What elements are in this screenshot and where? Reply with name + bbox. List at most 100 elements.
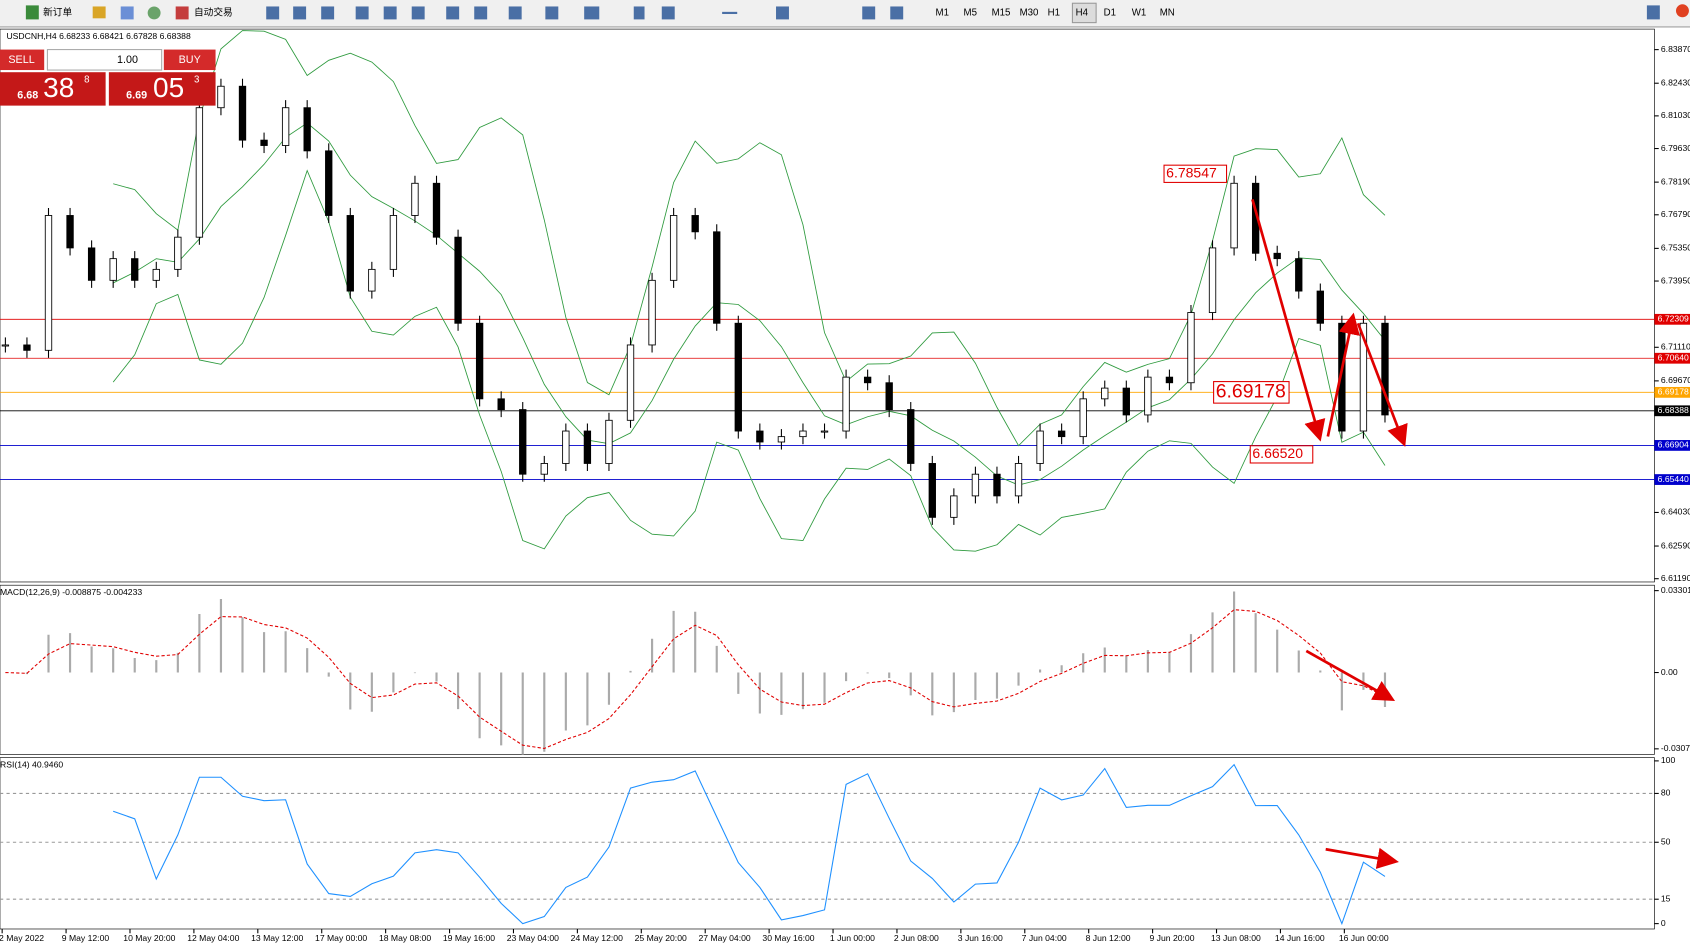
tool-icon[interactable] <box>411 6 425 20</box>
sell-price-box[interactable] <box>0 72 106 106</box>
tool-icon[interactable] <box>862 6 876 20</box>
price-annotation: 6.66520 <box>1252 445 1303 461</box>
candle-body <box>152 268 160 281</box>
sell-label[interactable]: SELL <box>8 54 34 66</box>
candle-body <box>777 436 786 443</box>
price-plot: 6.78547 6.69178 6.66520 <box>0 30 1655 552</box>
notification-icon[interactable] <box>1675 4 1689 18</box>
price-level-tag <box>1654 386 1690 398</box>
candle-body <box>303 107 311 152</box>
candle-body <box>950 495 958 518</box>
buy-price-big: 6.69 <box>126 90 147 102</box>
candle-body <box>174 236 182 270</box>
rsi-panel <box>0 757 1655 930</box>
tool-icon[interactable] <box>633 6 645 20</box>
candle-body <box>1 344 10 347</box>
axes: 6.83870 6.82430 6.81030 6.79630 6.78190 6.767… <box>0 44 1690 943</box>
price-level-label: 6.69178 <box>1658 387 1689 397</box>
candle-body <box>713 231 721 324</box>
tool-icon[interactable] <box>355 6 369 20</box>
lot-input[interactable] <box>46 49 163 71</box>
y-tick-label: 6.61190 <box>1661 573 1690 583</box>
y-tick-label: 0.03301 <box>1661 585 1690 595</box>
auto-trading-button[interactable]: 自动交易 <box>194 5 233 18</box>
x-tick-label: 1 Jun 00:00 <box>830 933 875 943</box>
timeframe-button[interactable]: H1 <box>1048 7 1060 18</box>
candle-body <box>583 430 592 464</box>
x-tick-label: 16 Jun 00:00 <box>1339 933 1389 943</box>
price-level-tag <box>1654 313 1690 325</box>
new-order-icon[interactable] <box>25 5 39 20</box>
y-tick-label: 6.76790 <box>1661 209 1690 219</box>
candle-body <box>971 473 980 497</box>
tool-icon[interactable] <box>321 6 335 20</box>
price-level-tag <box>1654 474 1690 485</box>
macd-panel <box>0 584 1655 755</box>
timeframe-button[interactable]: M1 <box>936 7 949 18</box>
buy-label[interactable]: BUY <box>179 54 201 66</box>
new-order-button[interactable]: 新订单 <box>43 5 72 18</box>
candle-body <box>562 430 570 464</box>
rsi-line <box>112 763 1386 926</box>
candle-body <box>928 463 936 518</box>
tool-icon[interactable] <box>120 6 134 20</box>
timeframe-button[interactable]: MN <box>1160 7 1175 18</box>
candle-body <box>691 215 699 233</box>
tool-icon[interactable] <box>147 6 161 20</box>
price-level-label: 6.66904 <box>1658 440 1689 450</box>
tool-icon[interactable] <box>266 6 280 20</box>
candle-body <box>820 430 829 433</box>
candle-body <box>1187 312 1195 384</box>
candle-body <box>475 322 484 400</box>
tool-icon[interactable] <box>92 6 106 19</box>
candle-body <box>1295 258 1303 292</box>
candle-body <box>734 322 742 432</box>
tool-icon[interactable] <box>890 6 904 20</box>
lot-value[interactable]: 1.00 <box>117 54 138 66</box>
timeframe-button[interactable]: H4 <box>1076 7 1089 18</box>
bollinger-band <box>112 122 1386 486</box>
tool-icon[interactable] <box>474 6 488 20</box>
timeframe-button[interactable]: M30 <box>1020 7 1039 18</box>
timeframe-button[interactable]: W1 <box>1132 7 1147 18</box>
candle-body <box>1208 247 1217 313</box>
candle-body <box>389 215 398 270</box>
candle-body <box>626 344 635 421</box>
tool-icon[interactable] <box>545 6 559 20</box>
tool-icon[interactable] <box>446 6 460 20</box>
buy-price-box[interactable] <box>108 72 216 106</box>
timeframe-active[interactable] <box>1071 2 1097 24</box>
drawn-arrows <box>1251 199 1408 869</box>
search-icon[interactable] <box>1646 5 1660 20</box>
tool-icon[interactable] <box>661 6 675 20</box>
candle-body <box>217 85 225 109</box>
auto-trading-icon[interactable] <box>175 6 189 20</box>
tool-icon[interactable] <box>776 6 789 20</box>
x-tick-label: 9 Jun 20:00 <box>1150 933 1195 943</box>
y-tick-label: 0.00 <box>1661 667 1678 677</box>
arrow <box>1305 649 1396 702</box>
timeframe-button[interactable]: M5 <box>964 7 977 18</box>
y-tick-label: 6.64030 <box>1661 507 1690 517</box>
tool-icon[interactable] <box>722 11 738 15</box>
candle-body <box>454 236 462 324</box>
y-tick-label: 100 <box>1661 755 1676 765</box>
tool-icon[interactable] <box>508 6 522 20</box>
candle-body <box>346 215 354 292</box>
tool-icon[interactable] <box>383 6 397 20</box>
arrow <box>1356 322 1408 447</box>
timeframe-button[interactable]: D1 <box>1104 7 1116 18</box>
candle-body <box>87 247 96 281</box>
price-level-tag <box>1654 352 1690 364</box>
y-tick-label: 6.82430 <box>1661 78 1690 88</box>
tool-icon[interactable] <box>584 6 600 20</box>
price-level-label: 6.65440 <box>1658 474 1689 484</box>
buy-button[interactable] <box>163 49 216 71</box>
sell-button[interactable] <box>0 49 45 71</box>
bollinger-band <box>113 30 1386 447</box>
timeframe-button[interactable]: M15 <box>992 7 1011 18</box>
macd-signal <box>5 609 1386 750</box>
y-tick-label: 6.69670 <box>1661 375 1690 385</box>
tool-icon[interactable] <box>293 6 307 20</box>
x-tick-label: 17 May 00:00 <box>315 933 367 943</box>
